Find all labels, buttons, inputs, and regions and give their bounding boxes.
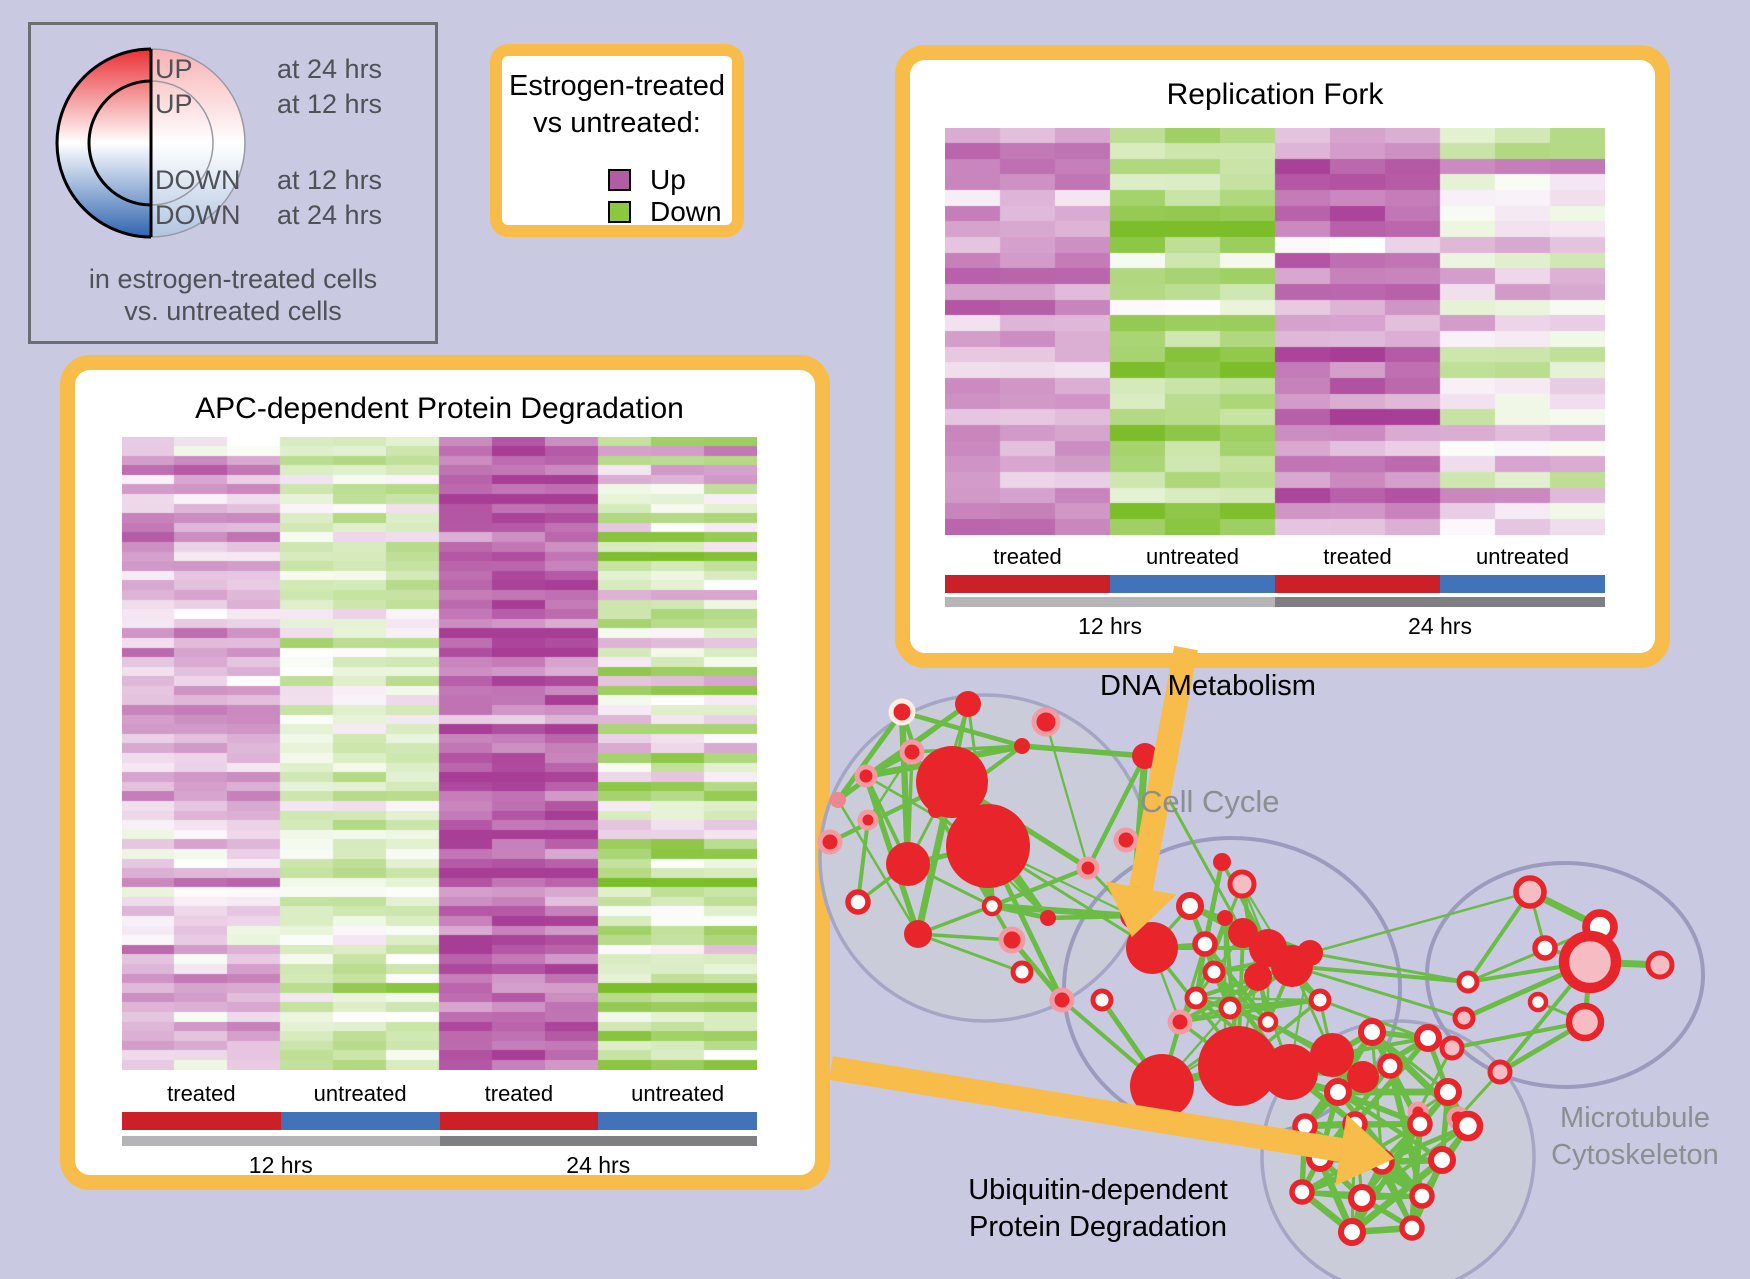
rf-time-colorbar [945,597,1605,607]
legend-time-12b: at 12 hrs [277,165,383,195]
dna-metabolism-label: DNA Metabolism [1100,670,1316,702]
microtubule-label-line1: Microtubule [1560,1102,1710,1134]
apc-heatmap [122,437,757,1070]
rf-24hrs-label: 24 hrs [1408,613,1472,639]
apc-group-label-2: untreated [313,1081,407,1106]
apc-group-label-4: untreated [631,1081,725,1106]
apc-treated-bar-2 [439,1112,599,1130]
replication-fork-heatmap [945,128,1605,535]
rf-treated-bar-1 [945,575,1110,593]
apc-group-label-1: treated [167,1081,236,1106]
rf-treated-bar-2 [1275,575,1440,593]
legend-dir-up-12: UP [155,89,193,119]
ubiquitin-label-line1: Ubiquitin-dependent [968,1174,1228,1206]
legend-time-12a: at 12 hrs [277,89,383,119]
apc-time-labels: 12 hrs 24 hrs [122,1152,757,1179]
apc-treated-bar-1 [122,1112,281,1130]
ubiquitin-degradation-label: Ubiquitin-dependent Protein Degradation [948,1172,1248,1246]
legend-caption-line2: vs. untreated cells [124,296,342,326]
apc-group-label-3: treated [484,1081,554,1106]
legend-dir-down-24: DOWN [155,200,241,230]
legend-dir-down-12: DOWN [155,165,241,195]
rf-untreated-bar-1 [1110,575,1275,593]
time-direction-legend: UP at 24 hrs UP at 12 hrs DOWN at 12 hrs… [28,22,438,344]
rf-group-label-4: untreated [1476,544,1569,569]
rf-12hrs-label: 12 hrs [1078,613,1142,639]
rf-24hr-bar [1275,597,1605,607]
legend-time-24a: at 24 hrs [277,54,383,84]
apc-group-labels: treated untreated treated untreated [122,1081,757,1107]
updown-concentric-circle-glyph [55,47,246,239]
replication-fork-title: Replication Fork [1166,78,1384,111]
replication-fork-panel: Replication Fork treated untreated treat… [895,45,1670,668]
cell-cycle-label: Cell Cycle [1140,784,1280,819]
down-label: Down [650,196,722,227]
estrogen-updown-legend: Estrogen-treated vs untreated: Up Down [490,44,744,237]
up-color-swatch [608,169,631,191]
apc-24hrs-label: 24 hrs [566,1152,631,1178]
apc-12hrs-label: 12 hrs [248,1152,313,1178]
rf-group-labels: treated untreated treated untreated [945,544,1605,570]
rf-time-labels: 12 hrs 24 hrs [945,613,1605,640]
ubiquitin-label-line2: Protein Degradation [969,1211,1227,1243]
legend-dir-up-24: UP [155,54,193,84]
rf-untreated-bar-2 [1440,575,1605,593]
apc-untreated-bar-1 [280,1112,440,1130]
apc-panel: APC-dependent Protein Degradation treate… [60,355,830,1190]
rf-treatment-colorbar [945,575,1605,593]
apc-title: APC-dependent Protein Degradation [195,392,684,425]
rf-12hr-bar [945,597,1275,607]
apc-12hr-bar [122,1136,440,1146]
estrogen-legend-title-line1: Estrogen-treated [508,70,725,102]
rf-group-label-2: untreated [1146,544,1239,569]
estrogen-legend-title-line2: vs untreated: [533,107,701,139]
rf-group-label-3: treated [1323,544,1392,569]
rf-group-label-1: treated [993,544,1062,569]
apc-untreated-bar-2 [598,1112,757,1130]
legend-time-24b: at 24 hrs [277,200,383,230]
down-color-swatch [608,201,631,223]
up-label: Up [650,164,686,195]
apc-time-colorbar [122,1136,757,1146]
apc-24hr-bar [439,1136,757,1146]
microtubule-label-line2: Cytoskeleton [1551,1139,1719,1171]
legend-caption-line1: in estrogen-treated cells [88,264,378,294]
apc-treatment-colorbar [122,1112,757,1130]
microtubule-cytoskeleton-label: Microtubule Cytoskeleton [1510,1100,1750,1174]
